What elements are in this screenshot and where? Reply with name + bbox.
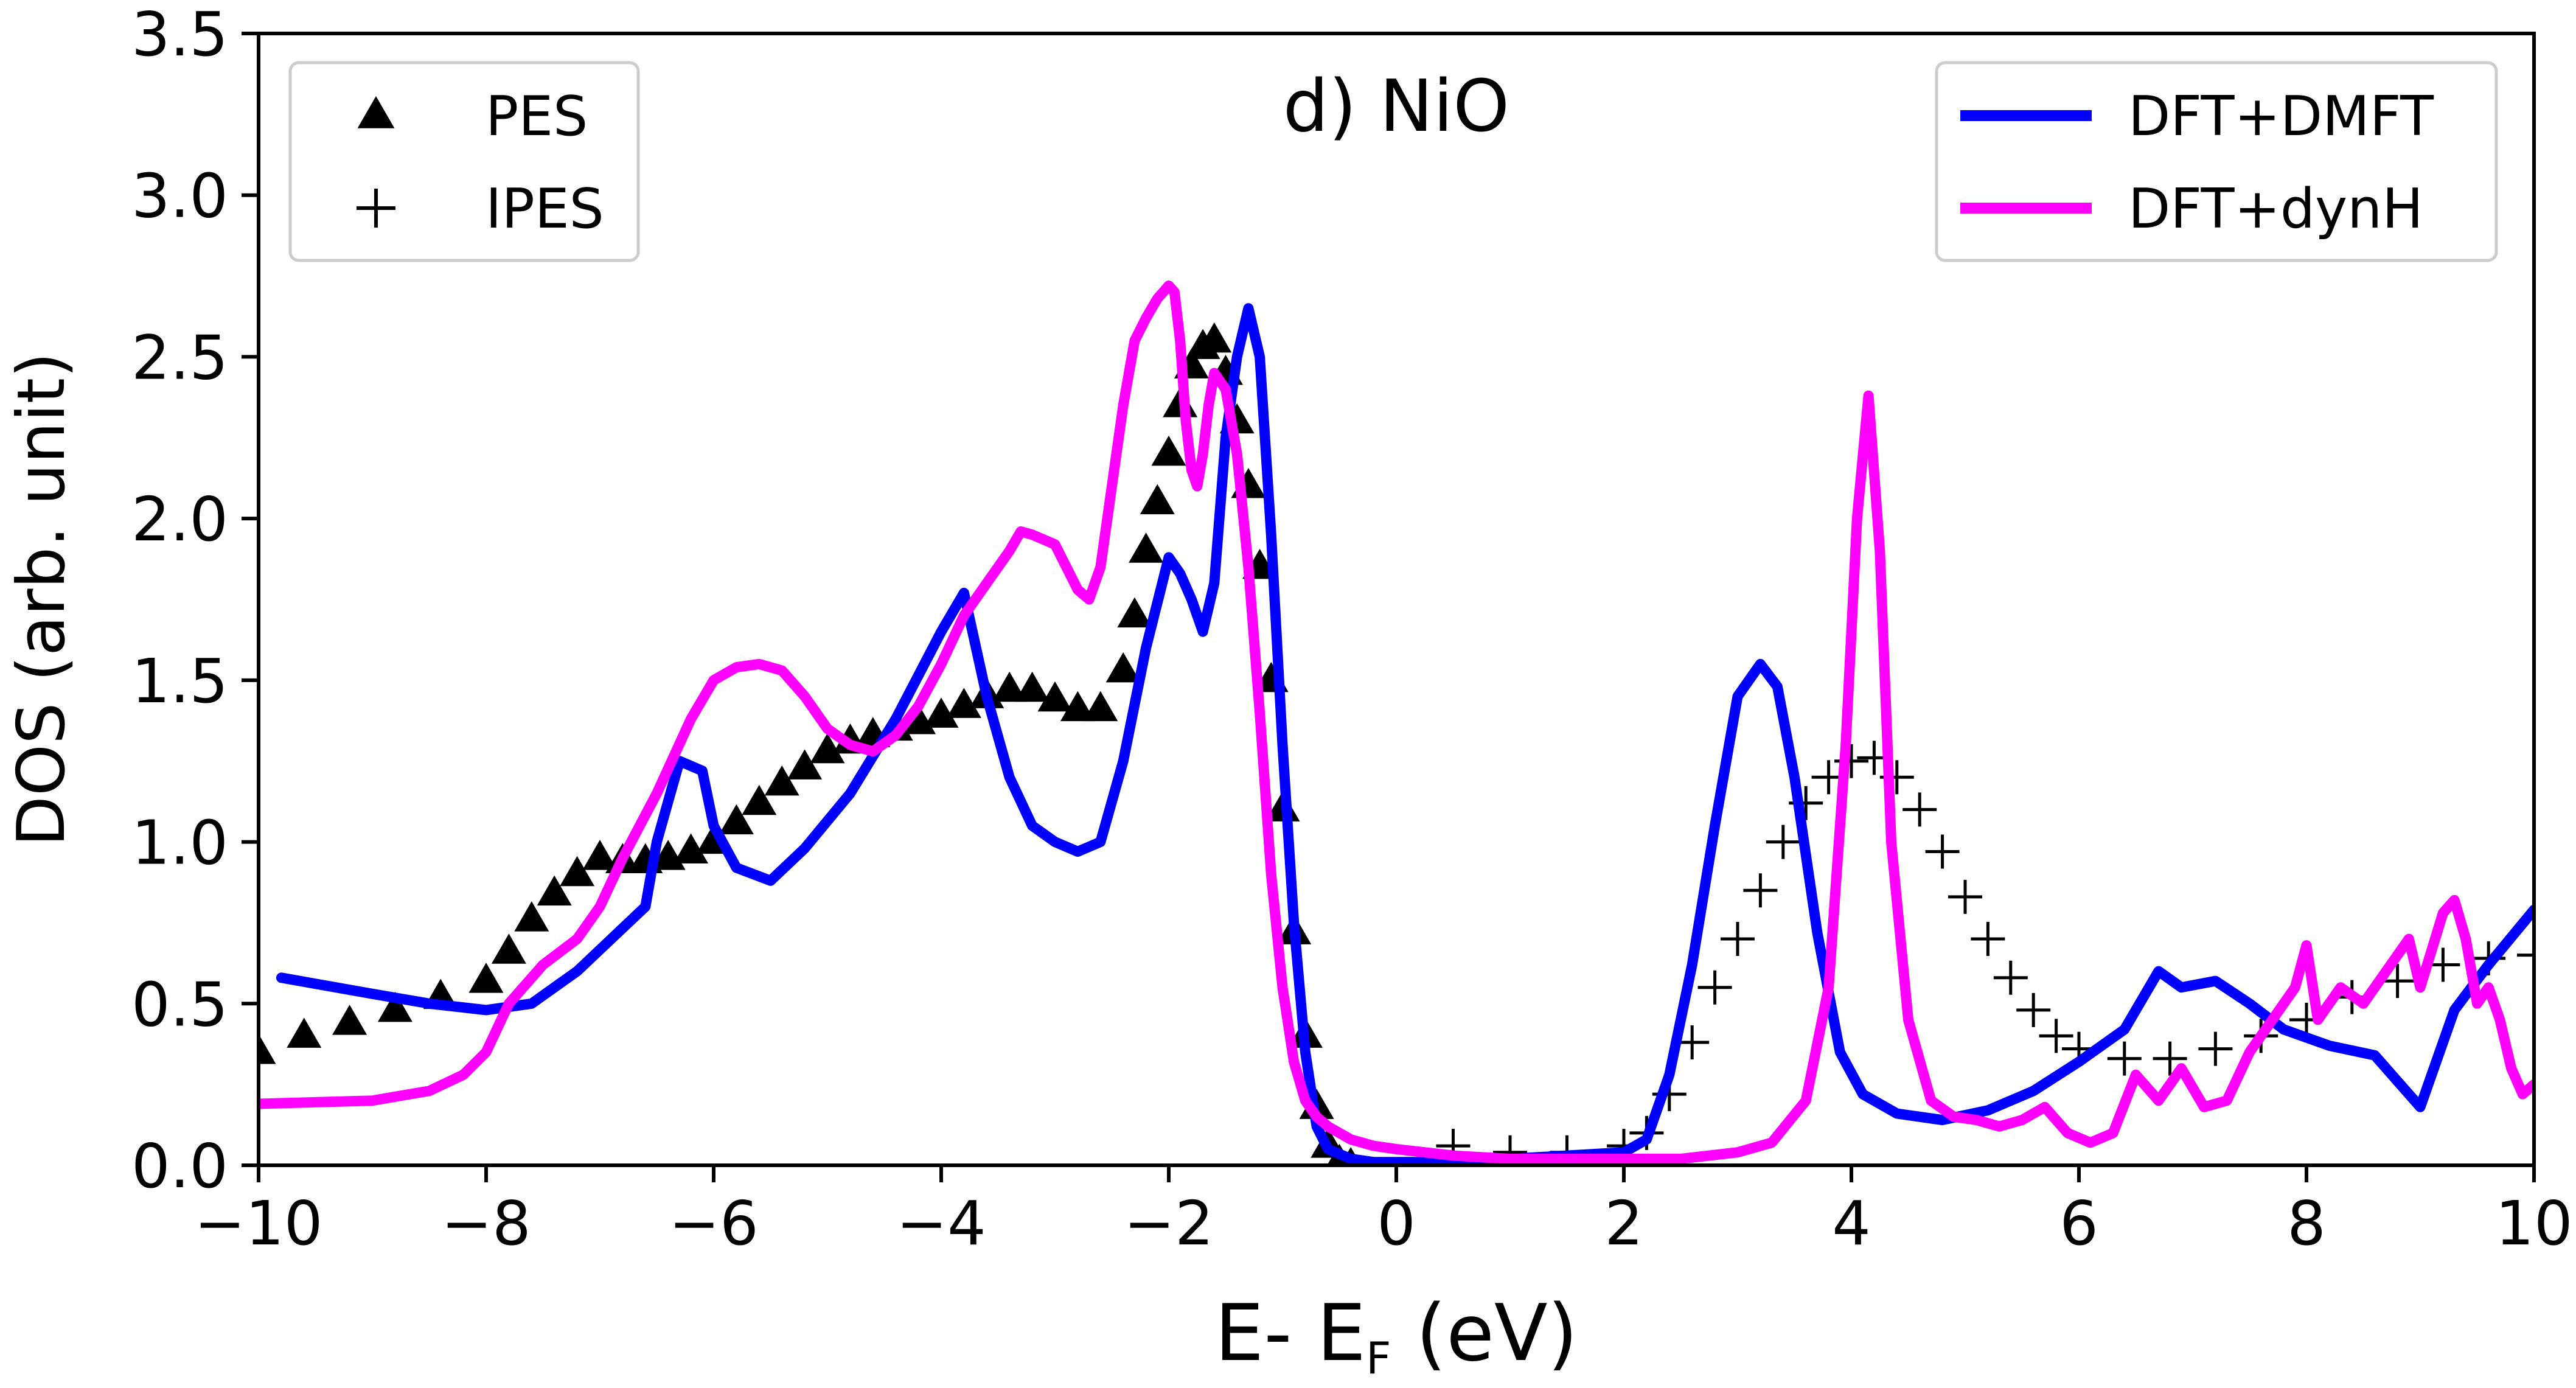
x-tick-label: 0 — [1377, 1188, 1416, 1259]
pes-point — [1151, 435, 1186, 466]
y-tick-label: 1.5 — [131, 646, 228, 717]
pes-point — [514, 901, 549, 932]
x-tick-label: −2 — [1124, 1188, 1213, 1259]
legend-left: PES IPES — [288, 61, 640, 262]
ipes-point — [1743, 873, 1778, 908]
ipes-point — [2107, 1041, 2142, 1076]
ipes-point — [1971, 922, 2005, 956]
x-tick-label: −10 — [194, 1188, 322, 1259]
ticks-layer: −10 −8 −6 −4 −2 0 2 4 6 8 10 0.0 0.5 1.0 1.5 2.0 2.5 3.0 3… — [131, 0, 2573, 1259]
pes-point — [259, 1034, 276, 1064]
series-dft-dmft — [276, 303, 2534, 1165]
pes-point — [787, 749, 823, 779]
series-line-dft-dmft — [276, 303, 2534, 1165]
pes-point — [719, 804, 754, 835]
x-axis-title-unit: (eV) — [1391, 1288, 1578, 1379]
pes-point — [1140, 484, 1175, 515]
ipes-point — [2517, 938, 2534, 972]
legend-left-label: IPES — [486, 177, 604, 241]
legend-right-label: DFT+dynH — [2128, 177, 2423, 241]
x-axis-title-main: E- E — [1215, 1288, 1366, 1379]
ipes-point — [1993, 960, 2028, 995]
pes-point — [377, 991, 413, 1022]
pes-point — [287, 1017, 322, 1048]
pes-point — [537, 875, 572, 906]
pes-point — [946, 688, 981, 718]
y-axis-title: DOS (arb. unit) — [4, 352, 80, 846]
series-line-dft-dynh — [259, 281, 2534, 1164]
y-tick-label: 0.0 — [131, 1131, 228, 1202]
x-tick-label: −6 — [669, 1188, 758, 1259]
ipes-point — [1902, 792, 1937, 827]
y-tick-label: 1.0 — [131, 807, 228, 879]
y-tick-label: 0.5 — [131, 969, 228, 1040]
legend-ipes-marker — [357, 189, 395, 228]
ipes-point — [2198, 1031, 2233, 1066]
ipes-point — [2153, 1041, 2187, 1076]
legend-right: DFT+DMFT DFT+dynH — [1935, 61, 2498, 262]
pes-point — [491, 933, 526, 964]
pes-point — [1197, 322, 1232, 353]
pes-point — [764, 765, 799, 796]
ipes-point — [2380, 964, 2415, 999]
pes-point — [332, 1005, 367, 1035]
pes-point — [1105, 652, 1141, 683]
ipes-point — [1697, 970, 1732, 1005]
x-tick-label: 4 — [1832, 1188, 1871, 1259]
ipes-point — [1721, 922, 1755, 956]
x-axis-title: E- EF (eV) — [1215, 1288, 1578, 1384]
pes-point — [1083, 691, 1118, 722]
series-layer — [259, 281, 2534, 1165]
ipes-point — [1948, 879, 1982, 914]
x-axis-title-sub: F — [1366, 1333, 1391, 1384]
pes-point — [992, 671, 1027, 702]
pes-point — [1015, 671, 1050, 702]
pes-point — [742, 784, 777, 815]
x-tick-label: 10 — [2495, 1188, 2572, 1259]
ipes-point — [2016, 992, 2051, 1027]
x-tick-label: 8 — [2287, 1188, 2326, 1259]
legend-right-label: DFT+DMFT — [2128, 85, 2434, 148]
y-tick-label: 2.5 — [131, 322, 228, 393]
x-tick-label: −4 — [896, 1188, 986, 1259]
y-tick-label: 3.5 — [131, 0, 228, 70]
y-tick-label: 3.0 — [131, 161, 228, 232]
ipes-point — [1766, 825, 1800, 859]
pes-point — [924, 697, 959, 728]
x-tick-label: 6 — [2059, 1188, 2098, 1259]
pes-point — [674, 833, 709, 864]
x-tick-label: 2 — [1604, 1188, 1643, 1259]
legend-pes-marker — [357, 96, 395, 128]
pes-point — [468, 963, 504, 993]
pes-point — [582, 840, 618, 870]
x-tick-label: −8 — [441, 1188, 531, 1259]
series-dft-dynh — [259, 281, 2534, 1164]
legend-left-label: PES — [486, 85, 588, 148]
ipes-point — [1925, 834, 1960, 869]
y-tick-label: 2.0 — [131, 484, 228, 555]
chart-title: d) NiO — [1283, 64, 1509, 148]
pes-point — [1129, 532, 1164, 563]
pes-point — [560, 856, 595, 887]
pes-point — [1117, 597, 1152, 628]
ipes-point — [2039, 1019, 2073, 1053]
pes-point — [1060, 691, 1095, 722]
pes-point — [810, 733, 845, 764]
pes-point — [1037, 681, 1073, 712]
